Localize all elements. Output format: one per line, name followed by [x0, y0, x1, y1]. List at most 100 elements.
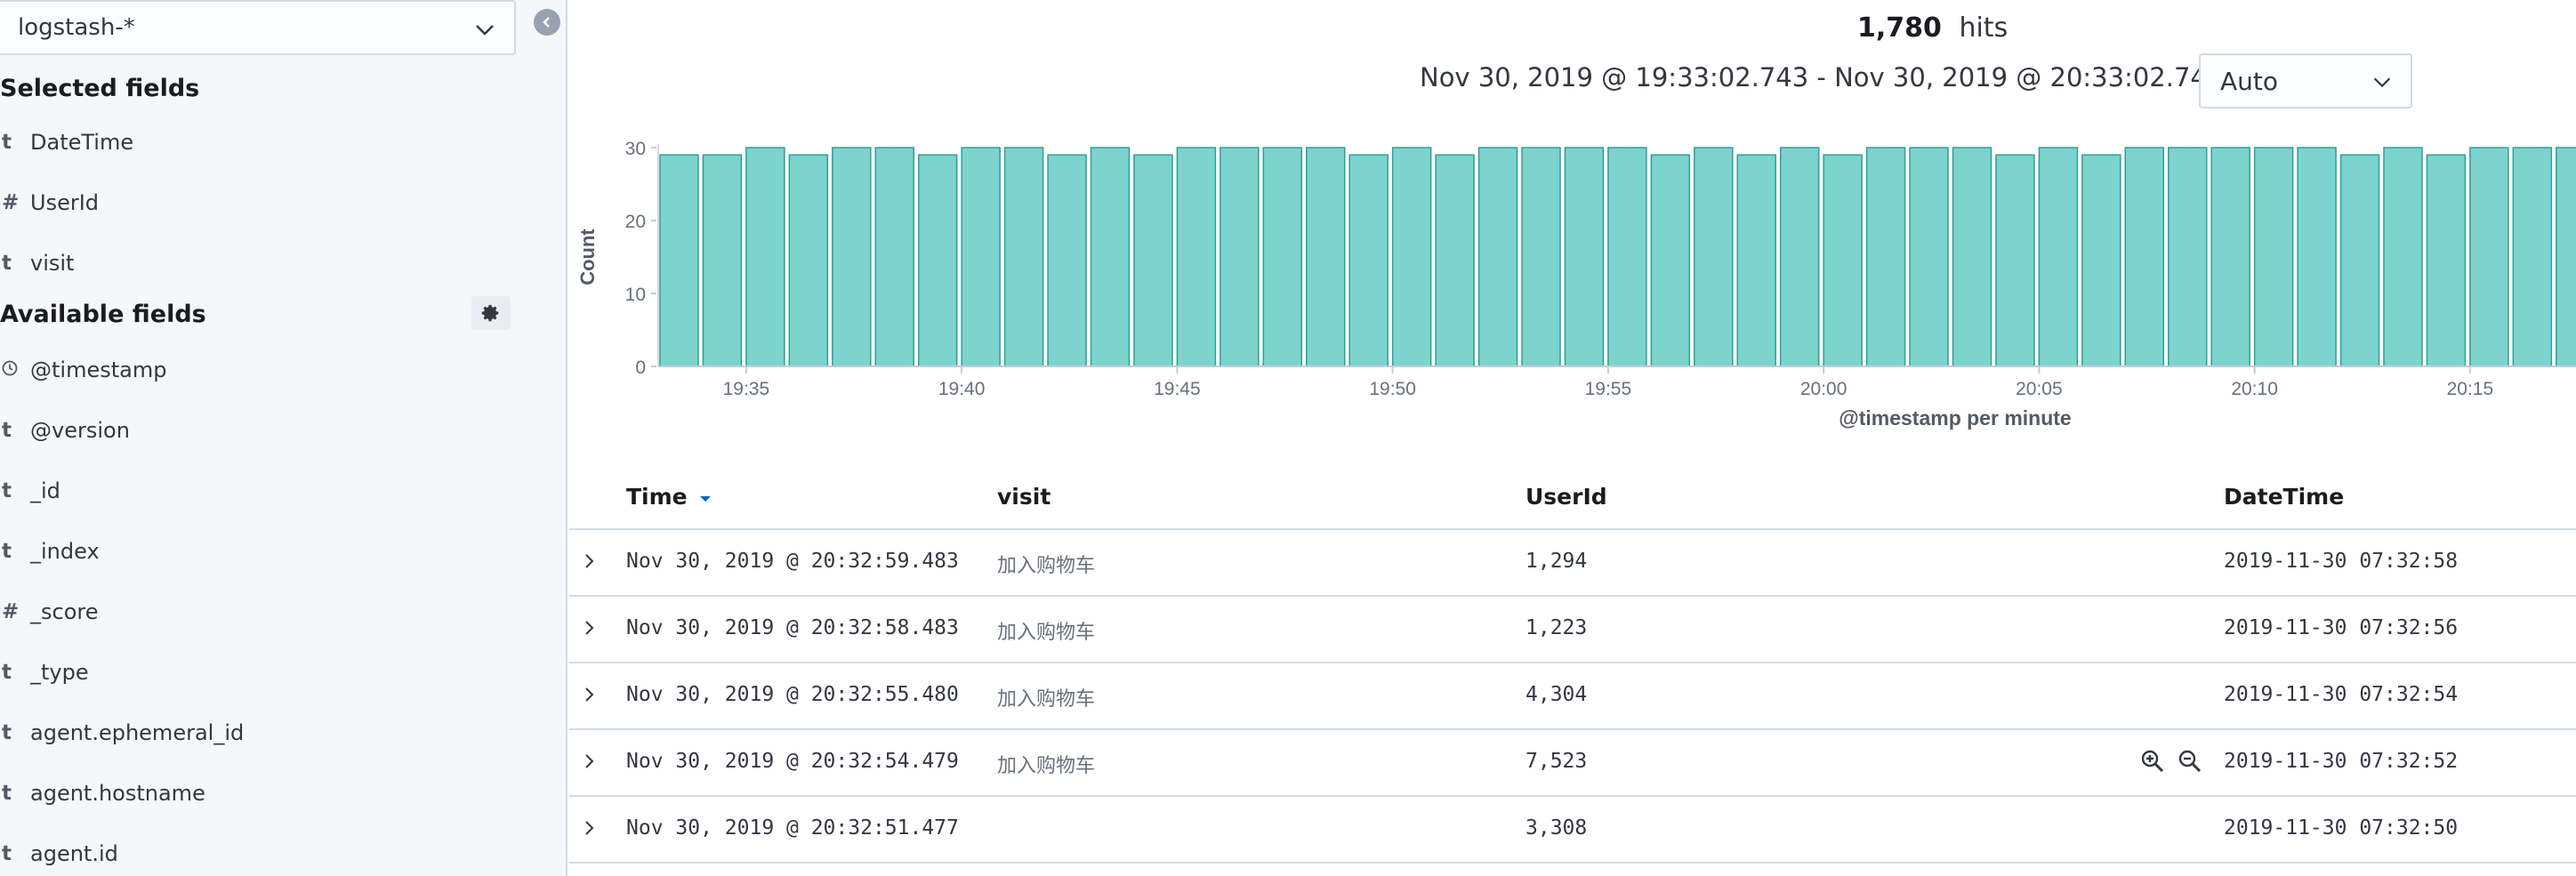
- histogram-bar: [1650, 154, 1691, 367]
- field-item[interactable]: t agent.hostname: [0, 776, 534, 811]
- histogram-bar: [1564, 147, 1605, 367]
- expand-row-icon[interactable]: [580, 685, 600, 704]
- histogram-bar: [1262, 147, 1303, 367]
- histogram-bar: [1477, 147, 1518, 367]
- table-divider: [569, 528, 2576, 530]
- histogram-bar: [1823, 154, 1863, 367]
- filter-for-value-icon[interactable]: [2139, 748, 2166, 775]
- expand-row-icon[interactable]: [580, 618, 600, 638]
- field-name: _id: [30, 478, 60, 503]
- histogram-bar: [1865, 147, 1906, 367]
- x-tick-label: 19:45: [1154, 379, 1201, 399]
- field-name: _index: [30, 539, 100, 564]
- expand-row-icon[interactable]: [580, 551, 600, 571]
- histogram-bar: [2124, 147, 2165, 367]
- histogram-bar: [2469, 147, 2509, 367]
- string-type-icon: t: [2, 419, 12, 442]
- field-name: DateTime: [30, 130, 134, 155]
- cell-datetime: 2019-11-30 07:32:54: [2224, 683, 2459, 706]
- field-item[interactable]: # _score: [0, 594, 534, 630]
- y-tick-label: 20: [625, 212, 646, 232]
- expand-row-icon[interactable]: [580, 751, 600, 771]
- column-header-time[interactable]: Time: [626, 484, 712, 510]
- histogram-bar: [2512, 147, 2553, 367]
- field-item[interactable]: t _type: [0, 655, 534, 690]
- selected-fields-title: Selected fields: [0, 75, 200, 102]
- cell-userid: 1,223: [1525, 616, 1588, 639]
- histogram-bar: [1090, 147, 1131, 367]
- column-header-userid[interactable]: UserId: [1525, 484, 1607, 510]
- histogram-bar: [1306, 147, 1346, 367]
- column-header-visit[interactable]: visit: [997, 484, 1051, 510]
- chevron-down-icon: [2373, 77, 2391, 88]
- field-item[interactable]: t agent.id: [0, 836, 534, 872]
- histogram-bar: [2081, 154, 2121, 367]
- column-header-datetime[interactable]: DateTime: [2224, 484, 2345, 510]
- x-tick-label: 20:15: [2447, 379, 2494, 399]
- field-item[interactable]: # UserId: [0, 185, 534, 221]
- field-sidebar: logstash-* Selected fields t DateTime # Use…: [0, 0, 568, 876]
- field-name: UserId: [30, 190, 100, 215]
- field-item[interactable]: t _id: [0, 473, 534, 509]
- string-type-icon: t: [2, 721, 12, 744]
- string-type-icon: t: [2, 661, 12, 684]
- histogram-bar: [1995, 154, 2035, 367]
- histogram-bar: [1779, 147, 1820, 367]
- time-range-text: Nov 30, 2019 @ 19:33:02.743 - Nov 30, 20…: [1420, 62, 2258, 92]
- cell-userid: 7,523: [1525, 750, 1588, 773]
- x-tick-label: 19:35: [723, 379, 770, 399]
- field-settings-button[interactable]: [471, 296, 511, 330]
- field-item[interactable]: t DateTime: [0, 125, 534, 160]
- field-name: agent.hostname: [30, 781, 205, 806]
- field-item[interactable]: @timestamp: [0, 352, 534, 388]
- histogram-bar: [2210, 147, 2250, 367]
- table-divider: [569, 795, 2576, 797]
- histogram-bar: [2253, 147, 2294, 367]
- string-type-icon: t: [2, 252, 12, 275]
- available-fields-title: Available fields: [0, 301, 206, 328]
- table-divider: [569, 728, 2576, 730]
- x-tick-label: 20:05: [2016, 379, 2063, 399]
- field-name: agent.id: [30, 841, 118, 866]
- filter-out-value-icon[interactable]: [2177, 748, 2203, 775]
- histogram-bar: [874, 147, 914, 367]
- cell-time: Nov 30, 2019 @ 20:32:55.480: [626, 683, 959, 706]
- histogram-bar: [1909, 147, 1949, 367]
- hits-label: hits: [1959, 12, 2008, 44]
- histogram-bar: [788, 154, 829, 367]
- collapse-sidebar-button[interactable]: [534, 9, 560, 36]
- y-tick-label: 30: [625, 139, 646, 159]
- histogram-bar: [2556, 147, 2576, 367]
- index-pattern-select[interactable]: logstash-*: [0, 0, 516, 55]
- cell-visit: 加入购物车: [997, 688, 1096, 711]
- cell-datetime: 2019-11-30 07:32:50: [2224, 816, 2459, 840]
- field-name: _score: [30, 599, 99, 624]
- expand-row-icon[interactable]: [580, 818, 600, 838]
- cell-visit: 加入购物车: [997, 755, 1096, 777]
- histogram-bar: [1521, 147, 1561, 367]
- interval-select[interactable]: Auto: [2199, 53, 2412, 108]
- field-item[interactable]: t _index: [0, 534, 534, 569]
- field-name: agent.ephemeral_id: [30, 720, 245, 745]
- clock-icon: [0, 359, 30, 381]
- cell-visit: 加入购物车: [997, 622, 1096, 644]
- histogram-bar: [1047, 154, 1087, 367]
- field-item[interactable]: t visit: [0, 245, 534, 281]
- histogram-bar: [2339, 154, 2380, 367]
- number-type-icon: #: [2, 600, 20, 623]
- field-item[interactable]: t @version: [0, 413, 534, 448]
- x-axis-title: @timestamp per minute: [1839, 406, 2071, 430]
- chevron-down-icon: [476, 25, 494, 36]
- x-tick-label: 20:00: [1800, 379, 1847, 399]
- x-tick-label: 19:40: [938, 379, 986, 399]
- number-type-icon: #: [2, 191, 20, 214]
- table-divider: [569, 662, 2576, 663]
- histogram-bar: [702, 154, 743, 367]
- cell-time: Nov 30, 2019 @ 20:32:54.479: [626, 750, 959, 773]
- histogram-bar: [2168, 147, 2208, 367]
- field-name: @version: [30, 418, 130, 443]
- field-item[interactable]: t agent.ephemeral_id: [0, 715, 534, 751]
- string-type-icon: t: [2, 842, 12, 865]
- histogram-bar: [1176, 147, 1217, 367]
- sort-down-icon[interactable]: [698, 494, 712, 504]
